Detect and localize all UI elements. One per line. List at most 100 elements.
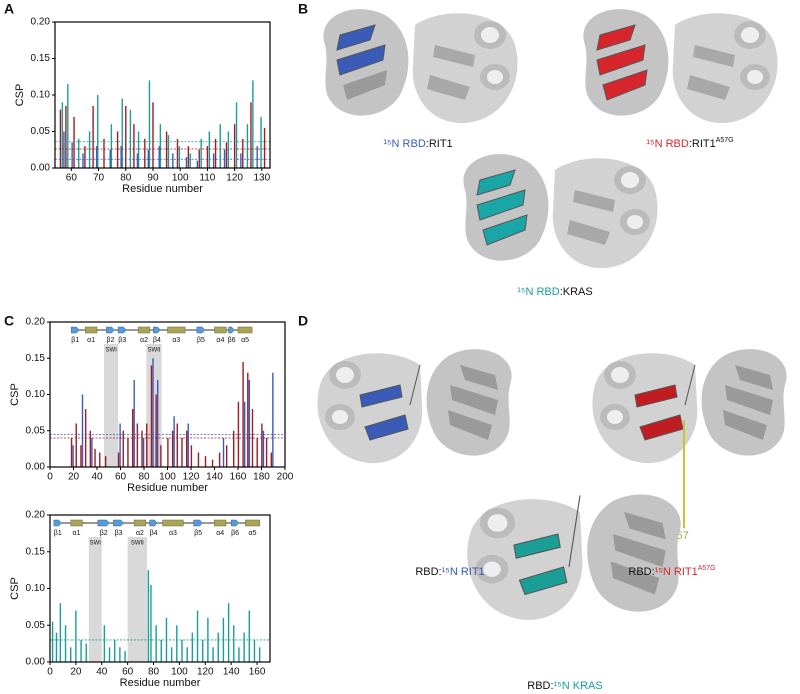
- x-tick-label: 70: [93, 173, 105, 184]
- bar: [150, 584, 152, 662]
- bar: [233, 625, 235, 662]
- caption-part: RBD:: [527, 680, 553, 692]
- bar: [225, 142, 228, 168]
- bar: [270, 452, 272, 467]
- y-tick-label: 0.05: [26, 425, 46, 436]
- caption-part: ¹⁵N RIT1: [655, 566, 698, 578]
- bar: [160, 445, 162, 467]
- bar: [247, 372, 249, 467]
- bar: [233, 430, 235, 467]
- x-tick-label: 180: [253, 472, 270, 483]
- bar: [202, 639, 204, 662]
- bar: [89, 430, 92, 467]
- strand: [117, 326, 127, 334]
- bar: [99, 452, 101, 467]
- bar: [119, 423, 121, 467]
- caption: ¹⁵N RBD:KRAS: [517, 286, 592, 298]
- bar: [204, 456, 207, 467]
- bar: [65, 105, 67, 168]
- structure: [317, 349, 512, 464]
- x-tick-label: 200: [277, 472, 294, 483]
- bar: [80, 445, 82, 467]
- x-tick-label: 40: [96, 667, 108, 678]
- bar: [212, 153, 215, 168]
- bar: [129, 109, 132, 168]
- bar: [158, 146, 160, 168]
- bar: [256, 438, 258, 467]
- x-tick-label: 90: [147, 173, 159, 184]
- bar: [64, 625, 67, 662]
- region-label: SWI: [105, 348, 117, 354]
- bar: [119, 647, 121, 662]
- structure-label: β1: [54, 530, 62, 537]
- structure: [592, 349, 787, 464]
- x-axis-title: Residue number: [120, 677, 201, 689]
- bar: [160, 639, 162, 662]
- helix: [70, 519, 83, 527]
- bar: [116, 131, 119, 168]
- region-label: SWI: [90, 541, 102, 547]
- x-tick-label: 110: [199, 173, 215, 184]
- bar: [114, 639, 116, 662]
- y-tick-label: 0.00: [31, 163, 51, 174]
- structure-label: β1: [71, 337, 79, 344]
- switch-region: [88, 537, 102, 662]
- y-axis-title: CSP: [9, 577, 21, 600]
- x-tick-label: 80: [120, 173, 132, 184]
- bar: [136, 153, 139, 168]
- structure: [583, 9, 778, 124]
- bar: [103, 138, 105, 168]
- caption: RBD:¹⁵N KRAS: [527, 680, 602, 692]
- bar: [217, 632, 219, 662]
- bar: [252, 80, 254, 168]
- bar: [176, 423, 178, 467]
- plot-frame: [54, 21, 271, 169]
- bar: [109, 149, 111, 168]
- bar: [248, 380, 251, 467]
- x-axis-title: Residue number: [122, 183, 203, 195]
- x-tick-label: 120: [197, 667, 214, 678]
- bar: [147, 570, 150, 662]
- bar: [110, 124, 113, 168]
- bar: [167, 135, 170, 168]
- structure-label: α4: [216, 530, 224, 537]
- bar: [81, 394, 84, 467]
- bar: [127, 438, 129, 467]
- structure: [323, 9, 518, 124]
- bar: [152, 102, 154, 168]
- bar: [155, 394, 157, 467]
- bar: [237, 401, 240, 467]
- region-label: SWII: [131, 541, 144, 547]
- x-tick-label: 0: [47, 472, 53, 483]
- panel-label: C: [4, 313, 14, 329]
- bar: [171, 430, 174, 467]
- bar: [263, 127, 266, 168]
- bar: [108, 647, 111, 662]
- y-axis-title: CSP: [14, 84, 26, 107]
- bar: [104, 456, 107, 467]
- structure: [463, 154, 658, 269]
- bar: [261, 423, 263, 467]
- y-tick-label: 0.05: [26, 620, 46, 631]
- y-tick-label: 0.05: [31, 126, 51, 137]
- bar: [227, 131, 230, 168]
- caption-part: :KRAS: [560, 286, 593, 298]
- bar: [59, 603, 62, 662]
- strand: [113, 519, 125, 527]
- y-tick-label: 0.20: [26, 510, 46, 521]
- bar: [181, 639, 183, 662]
- bar: [147, 149, 150, 168]
- bar: [72, 445, 74, 467]
- bar: [150, 365, 153, 467]
- x-tick-label: 100: [172, 173, 189, 184]
- bar: [167, 438, 169, 467]
- structure-label: β6: [228, 337, 236, 344]
- switch-region: [104, 344, 119, 467]
- bar: [253, 639, 256, 662]
- bar: [63, 131, 65, 168]
- y-tick-label: 0.00: [26, 657, 46, 668]
- bar: [75, 610, 77, 662]
- structure: [467, 494, 681, 620]
- caption-part: A57G: [716, 137, 734, 144]
- caption-part: :RIT1: [426, 138, 453, 150]
